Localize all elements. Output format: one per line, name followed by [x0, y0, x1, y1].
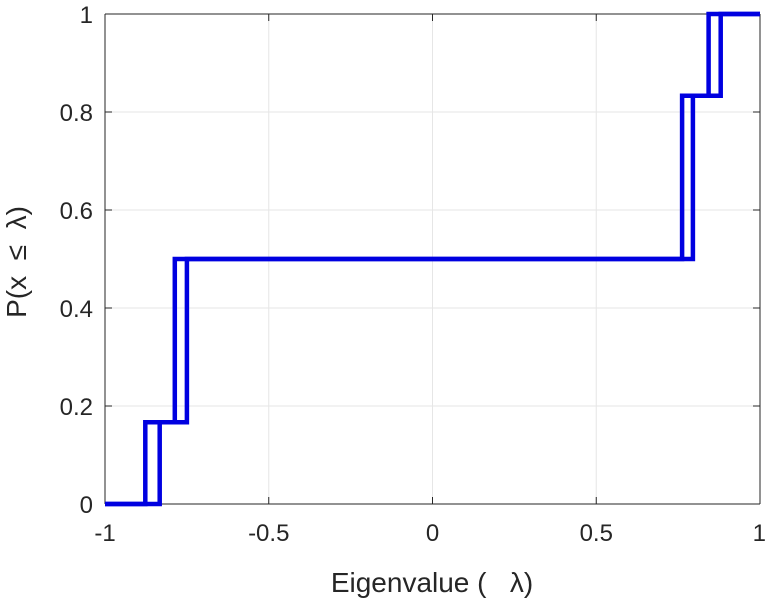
y-axis-label: P(x ≤ λ) — [1, 206, 32, 318]
y-tick-label: 1 — [80, 2, 93, 29]
x-tick-label: 0 — [426, 520, 439, 547]
tick-labels: -1 -0.5 0 0.5 1 0 0.2 0.4 0.6 0.8 1 — [60, 2, 766, 547]
y-tick-label: 0.2 — [60, 394, 93, 421]
x-axis-label: Eigenvalue ( λ) — [331, 567, 533, 598]
x-tick-label: 0.5 — [580, 520, 613, 547]
x-tick-label: -0.5 — [248, 520, 289, 547]
x-tick-label: 1 — [753, 520, 766, 547]
y-tick-label: 0.4 — [60, 296, 93, 323]
x-tick-label: -1 — [94, 520, 115, 547]
y-tick-label: 0 — [80, 492, 93, 519]
y-tick-label: 0.6 — [60, 198, 93, 225]
cdf-step-line-2 — [105, 11, 760, 507]
series-lines — [105, 11, 760, 507]
axes-frame — [104, 13, 761, 505]
y-tick-label: 0.8 — [60, 100, 93, 127]
